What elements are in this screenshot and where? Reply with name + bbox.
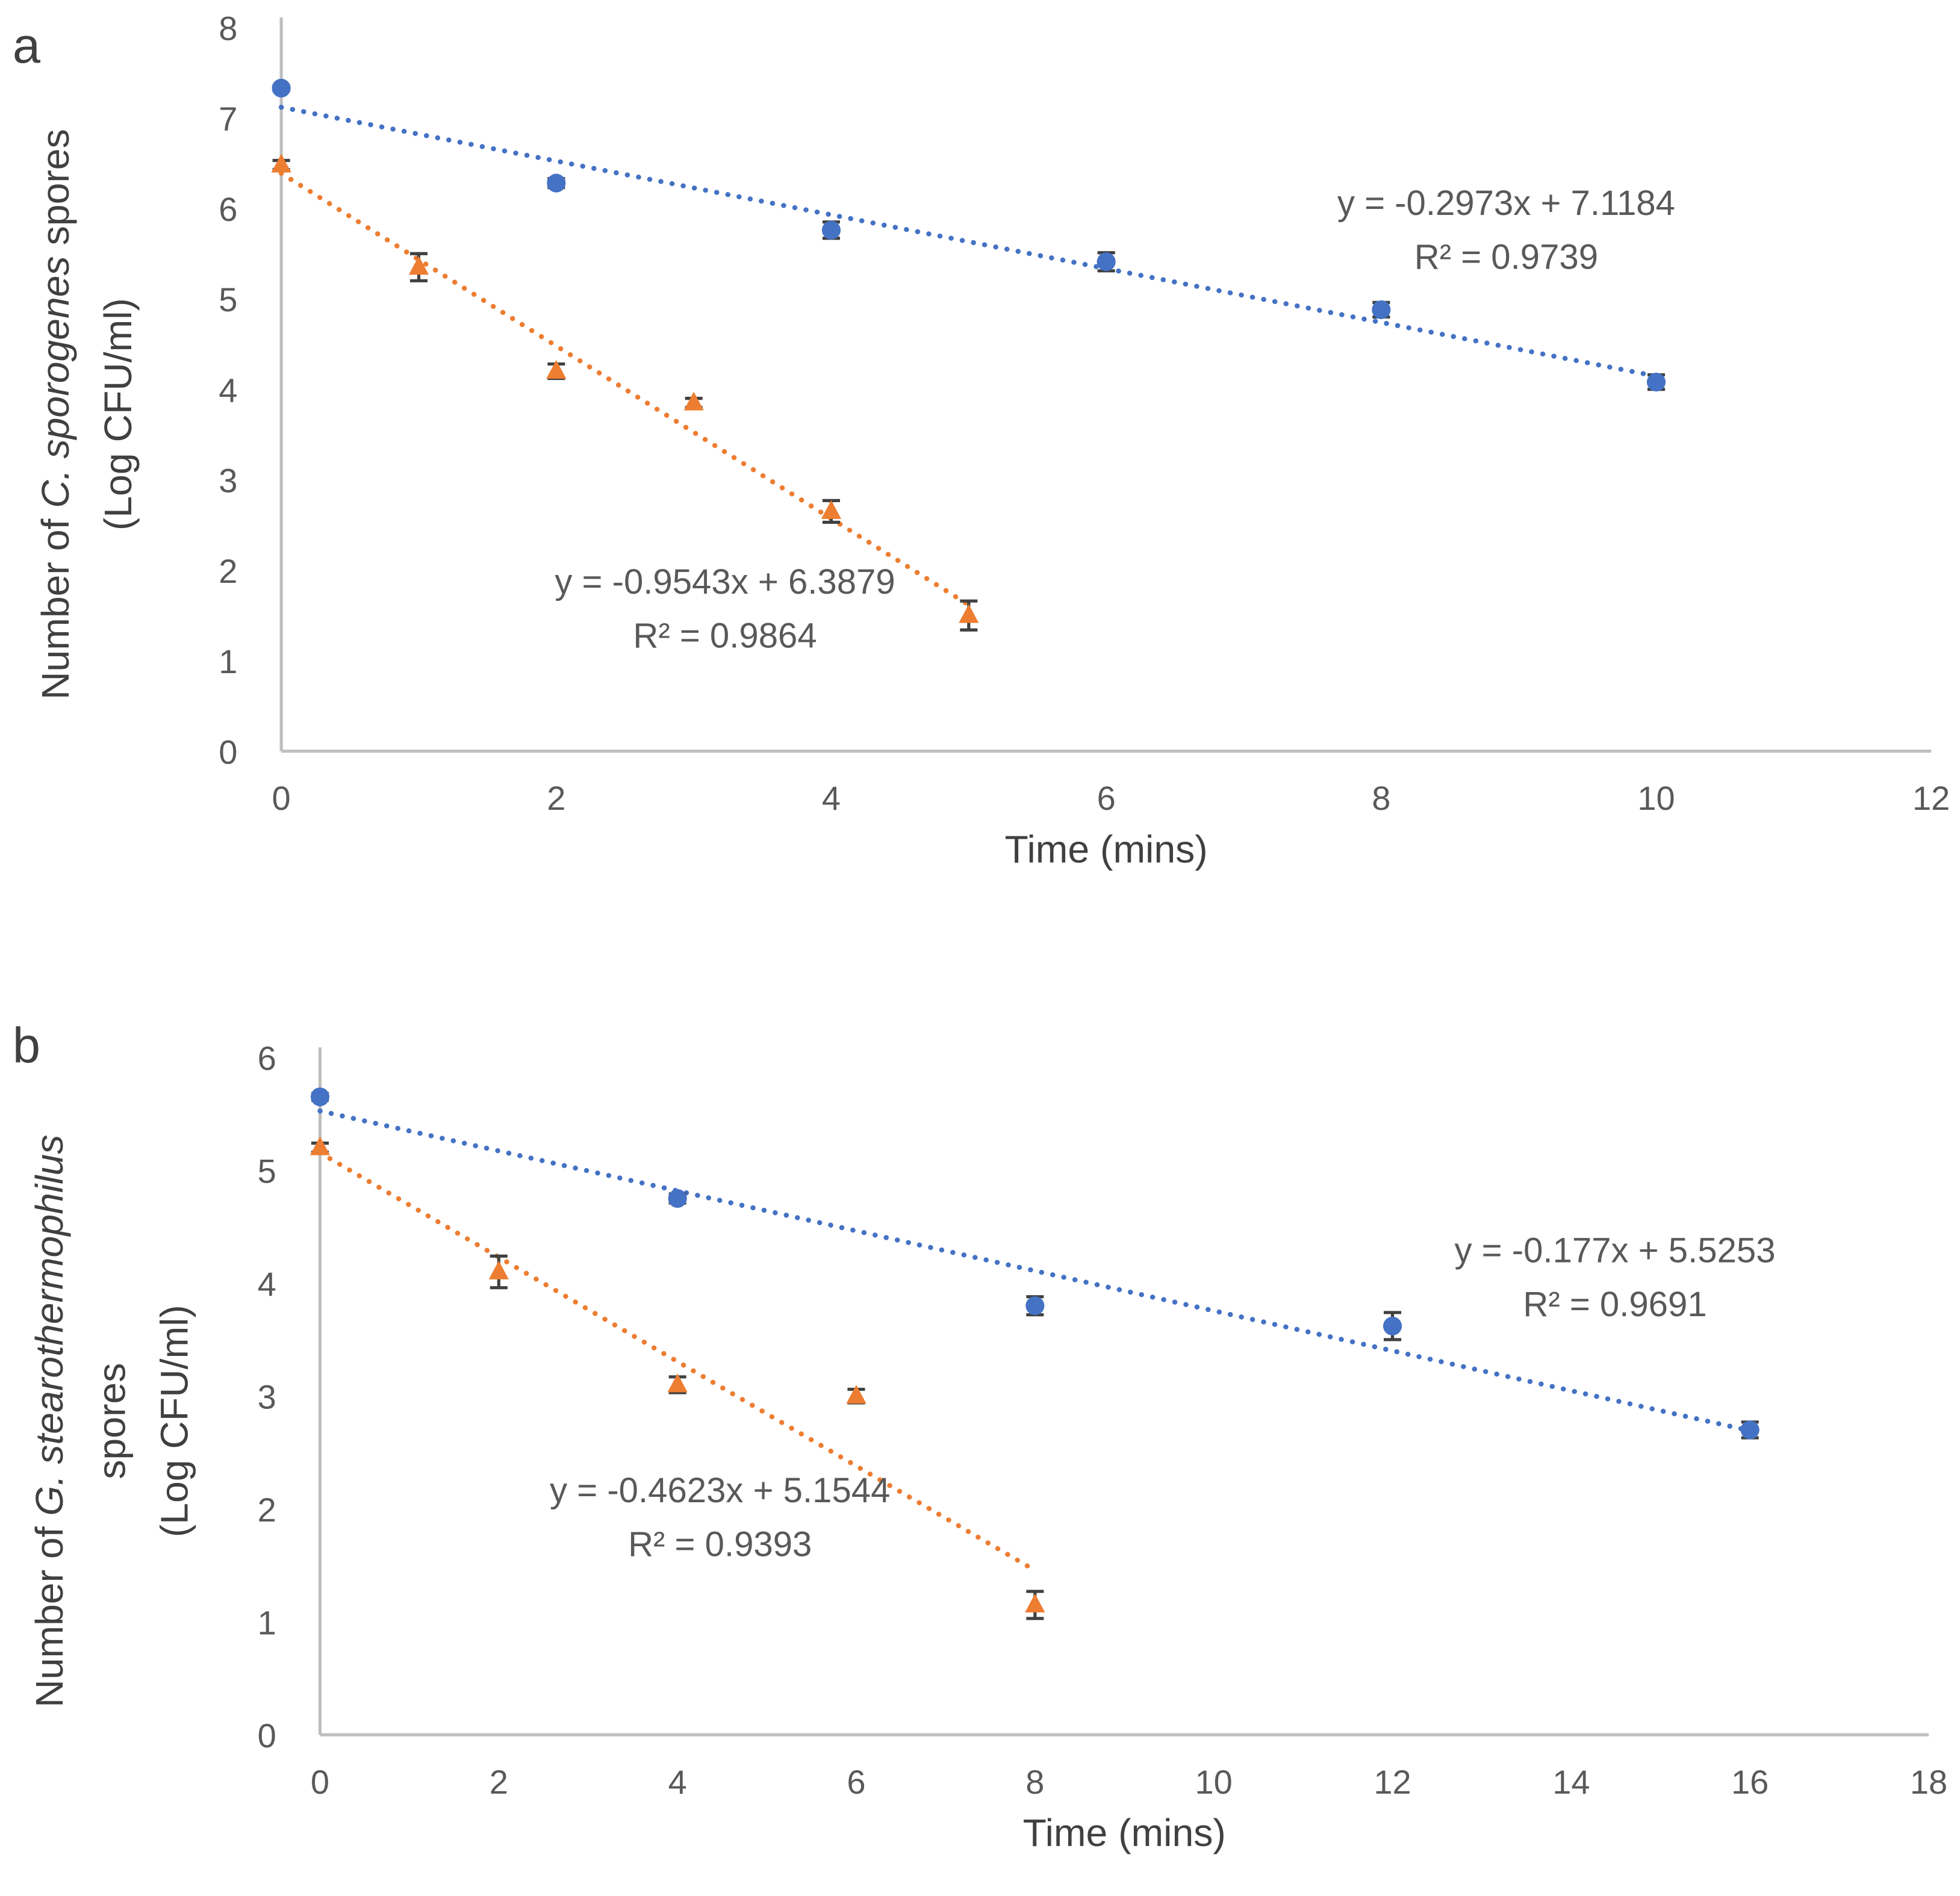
series-orange: y = -0.4623x + 5.1544 R² = 0.9393 [310, 1136, 1045, 1620]
data-point-circle [1740, 1420, 1759, 1440]
x-tick-label: 4 [822, 779, 841, 817]
data-point-circle [310, 1087, 330, 1107]
trendline-orange [317, 1150, 1038, 1573]
x-tick-label: 10 [1195, 1763, 1233, 1801]
x-tick-label: 2 [490, 1763, 508, 1801]
x-axis-title: Time (mins) [1023, 1811, 1226, 1854]
x-tick-label: 2 [547, 779, 565, 817]
data-point-triangle [959, 604, 979, 623]
data-point-triangle [683, 391, 704, 411]
data-point-triangle [846, 1384, 866, 1404]
y-tick-label: 5 [258, 1152, 276, 1190]
trendline-equation: y = -0.177x + 5.5253 [1454, 1231, 1775, 1270]
data-point-circle [1646, 373, 1666, 392]
trendline-r2: R² = 0.9691 [1523, 1285, 1706, 1324]
trendline-equation: y = -0.9543x + 6.3879 [555, 562, 895, 601]
y-tick-label: 3 [219, 462, 237, 500]
y-tick-label: 6 [219, 190, 237, 228]
x-tick-label: 16 [1731, 1763, 1769, 1801]
y-tick-label: 1 [258, 1603, 276, 1641]
x-tick-label: 8 [1372, 779, 1390, 817]
trendline-equation: y = -0.4623x + 5.1544 [550, 1471, 890, 1510]
y-tick-label: 1 [219, 642, 237, 680]
y-tick-label: 4 [258, 1265, 276, 1303]
x-tick-label: 14 [1552, 1763, 1590, 1801]
data-point-circle [668, 1189, 687, 1208]
y-axis-title-part: C. sporogenes [34, 256, 77, 508]
data-point-circle [1097, 252, 1116, 272]
y-axis-title-part: Number of [34, 508, 77, 700]
data-point-circle [1025, 1296, 1045, 1316]
data-point-triangle [546, 359, 567, 379]
y-axis-title-line3: (Log CFU/ml) [152, 1305, 196, 1537]
y-tick-label: 5 [219, 281, 237, 319]
x-axis-title: Time (mins) [1005, 827, 1208, 871]
panel-label: b [13, 1017, 40, 1073]
data-point-triangle [821, 500, 842, 519]
y-tick-label: 0 [258, 1717, 276, 1755]
x-tick-label: 4 [668, 1763, 687, 1801]
trendline-orange [278, 170, 971, 608]
y-axis-title-part: spores [34, 129, 77, 256]
y-tick-label: 3 [258, 1378, 276, 1416]
y-axis-title: Number of C. sporogenes spores [34, 129, 77, 700]
y-axis-title-line2: spores [90, 1363, 134, 1479]
data-point-triangle [310, 1136, 331, 1155]
series-blue: y = -0.177x + 5.5253 R² = 0.9691 [310, 1087, 1776, 1440]
data-point-circle [821, 220, 841, 240]
data-point-circle [272, 78, 291, 98]
x-tick-label: 6 [1097, 779, 1116, 817]
data-point-circle [1372, 300, 1391, 319]
x-tick-label: 10 [1637, 779, 1675, 817]
x-tick-label: 18 [1910, 1763, 1947, 1801]
y-axis-title: Number of G. stearothermophilus [28, 1135, 71, 1708]
trendline-r2: R² = 0.9739 [1414, 237, 1598, 276]
data-point-triangle [488, 1260, 509, 1279]
data-point-triangle [667, 1373, 688, 1393]
y-tick-label: 2 [258, 1491, 276, 1529]
x-tick-label: 6 [847, 1763, 865, 1801]
x-tick-label: 12 [1374, 1763, 1411, 1801]
y-tick-label: 2 [219, 552, 237, 590]
data-point-triangle [1025, 1593, 1045, 1613]
y-tick-label: 4 [219, 371, 237, 409]
x-tick-label: 8 [1025, 1763, 1044, 1801]
trendline-equation: y = -0.2973x + 7.1184 [1337, 184, 1675, 223]
y-tick-label: 8 [219, 9, 237, 47]
series-orange: y = -0.9543x + 6.3879 R² = 0.9864 [271, 154, 979, 655]
y-tick-label: 6 [258, 1039, 276, 1077]
data-point-circle [1383, 1316, 1402, 1335]
trendline-r2: R² = 0.9864 [633, 616, 817, 655]
x-tick-label: 0 [272, 779, 291, 817]
x-tick-label: 0 [311, 1763, 329, 1801]
y-axis-title-part: Number of [28, 1516, 71, 1708]
y-axis-title-part: G. stearothermophilus [28, 1135, 71, 1516]
y-tick-label: 7 [219, 100, 237, 138]
series-blue: y = -0.2973x + 7.1184 R² = 0.9739 [272, 78, 1675, 392]
y-axis-title-line2: (Log CFU/ml) [96, 298, 140, 530]
data-point-triangle [271, 154, 291, 173]
data-point-circle [547, 173, 566, 193]
y-tick-label: 0 [219, 733, 237, 771]
panel-label: a [13, 17, 41, 73]
trendline-r2: R² = 0.9393 [628, 1525, 812, 1564]
data-point-triangle [408, 256, 429, 275]
x-tick-label: 12 [1912, 779, 1950, 817]
trendline-blue [317, 1108, 1753, 1434]
